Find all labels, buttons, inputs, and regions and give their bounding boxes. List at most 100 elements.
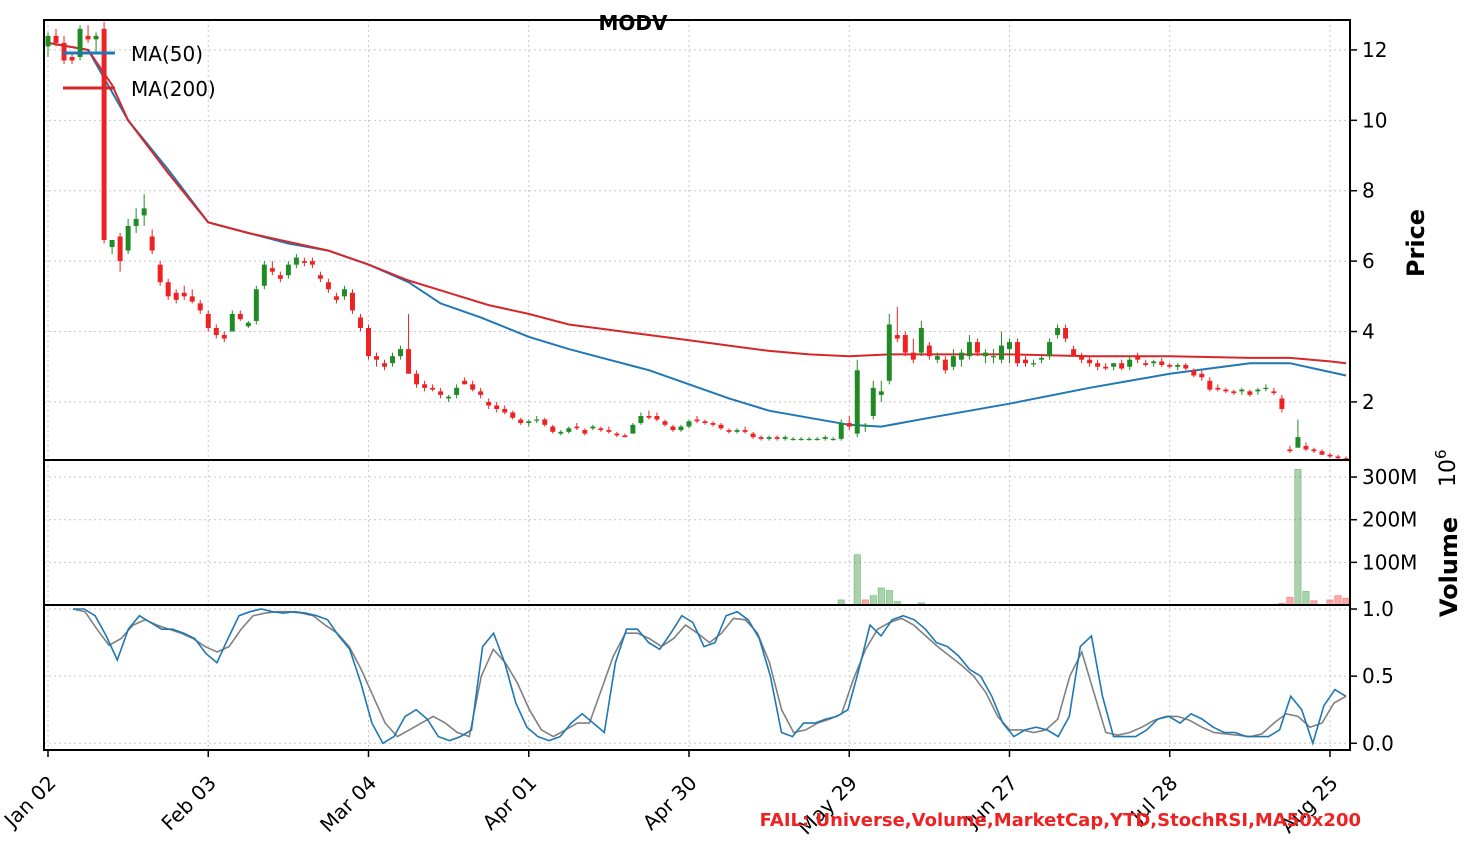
candle-body — [974, 342, 980, 353]
axis-ticks: Jan 02 Feb 03 Mar 04 Apr 01 Apr 30 May 29 Jun … — [0, 38, 1417, 839]
candle-body — [93, 35, 99, 40]
candle-body — [253, 289, 259, 321]
candle-body — [1247, 391, 1253, 395]
candle-body — [125, 225, 131, 251]
candle-body — [758, 437, 764, 439]
candle-body — [277, 275, 283, 279]
volume-tick-label: 300M — [1362, 465, 1417, 489]
candle-body — [109, 240, 115, 248]
candle-body — [686, 421, 692, 427]
candle-body — [1095, 363, 1101, 367]
candle-body — [814, 438, 820, 441]
candle-body — [1111, 363, 1117, 367]
volume-tick-label: 100M — [1362, 550, 1417, 574]
candle-body — [213, 328, 219, 336]
candle-body — [694, 419, 700, 422]
candle-body — [822, 437, 828, 439]
candle-body — [1343, 458, 1349, 460]
candle-body — [245, 322, 251, 327]
price-tick-label: 12 — [1362, 38, 1387, 62]
candle-body — [766, 437, 772, 439]
volume-multiplier-exponent: 6 — [1432, 449, 1450, 459]
candle-body — [478, 391, 484, 395]
volume-bar — [885, 590, 893, 606]
candle-body — [1287, 449, 1293, 452]
candle-body — [910, 352, 916, 360]
candle-body — [1295, 437, 1301, 448]
volume-bar — [853, 554, 861, 606]
candle-body — [806, 438, 812, 441]
candle-body — [1063, 328, 1069, 339]
volume-bar — [877, 587, 885, 606]
candle-body — [566, 428, 572, 432]
candle-body — [285, 264, 291, 276]
candle-body — [1103, 366, 1109, 369]
legend-ma200-label: MA(200) — [131, 77, 216, 101]
candle-body — [1055, 328, 1061, 336]
candle-body — [958, 352, 964, 360]
candle-body — [510, 412, 516, 418]
candle-body — [862, 424, 868, 427]
candle-body — [1015, 342, 1020, 364]
candle-body — [606, 430, 612, 432]
candle-body — [926, 345, 932, 357]
candle-body — [1335, 456, 1341, 459]
candle-body — [742, 430, 748, 432]
candle-body — [638, 416, 644, 424]
candle-body — [750, 433, 756, 438]
volume-bar — [1342, 597, 1350, 606]
candle-body — [462, 380, 468, 385]
candle-body — [197, 303, 203, 311]
candle-body — [301, 261, 307, 263]
chart-title: MODV — [599, 11, 669, 35]
candle-body — [614, 433, 620, 436]
candle-body — [422, 384, 428, 388]
volume-axis-label: Volume — [1435, 517, 1463, 617]
candle-body — [1151, 361, 1157, 364]
candle-body — [261, 264, 267, 286]
price-tick-label: 10 — [1362, 108, 1387, 132]
price-tick-label: 2 — [1362, 390, 1375, 414]
candle-body — [221, 335, 227, 339]
candle-body — [269, 268, 275, 272]
candle-body — [438, 391, 444, 395]
candle-body — [229, 313, 235, 332]
candlesticks — [45, 21, 1349, 460]
price-tick-label: 4 — [1362, 320, 1375, 344]
candle-body — [886, 324, 892, 381]
candle-body — [1127, 359, 1133, 367]
price-tick-label: 6 — [1362, 249, 1375, 273]
candle-body — [542, 419, 548, 425]
candle-body — [670, 426, 676, 431]
candle-body — [45, 35, 51, 47]
volume-panel-frame — [43, 459, 1351, 606]
candle-body — [998, 345, 1004, 360]
candle-body — [133, 218, 139, 226]
volume-bar — [1294, 468, 1302, 606]
candle-body — [446, 396, 452, 399]
candle-body — [646, 416, 652, 418]
candle-body — [574, 426, 580, 429]
candle-body — [934, 356, 940, 360]
candle-body — [77, 28, 83, 57]
candle-body — [470, 384, 476, 390]
x-tick-label: Apr 01 — [478, 771, 542, 835]
candle-body — [734, 430, 740, 432]
candle-body — [710, 423, 716, 425]
candle-body — [382, 363, 388, 367]
price-axis-label: Price — [1402, 209, 1430, 277]
candle-body — [630, 424, 636, 434]
candle-body — [1319, 451, 1325, 455]
candle-body — [53, 35, 59, 43]
stoch-k-line — [73, 608, 1347, 746]
candle-body — [702, 421, 708, 424]
candle-body — [1231, 391, 1237, 394]
candle-body — [1079, 356, 1085, 360]
candle-body — [366, 328, 371, 357]
candle-body — [1255, 389, 1261, 392]
candle-body — [1207, 380, 1213, 390]
candle-body — [157, 264, 163, 283]
candle-body — [790, 438, 796, 441]
candle-body — [830, 438, 836, 441]
